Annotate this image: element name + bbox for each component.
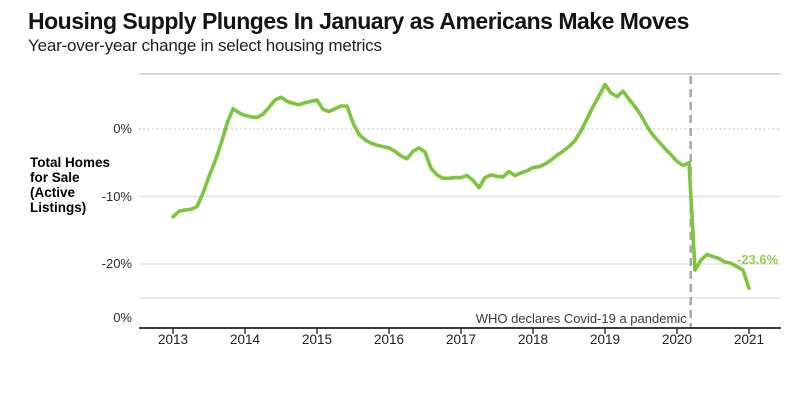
y-axis-tick-label: -10%: [101, 188, 132, 204]
pandemic-annotation: WHO declares Covid-19 a pandemic: [475, 311, 687, 326]
x-axis-tick-label: 2015: [301, 332, 333, 347]
series-label: Total Homes for Sale (Active Listings): [30, 155, 111, 215]
gridlines: [139, 128, 781, 299]
y-axis-tick-label: 0%: [113, 121, 132, 136]
y-axis-tick-label: -20%: [101, 256, 132, 271]
x-axis-tick-label: 2016: [373, 332, 405, 347]
series-line: [171, 82, 751, 291]
x-axis-tick-label: 2014: [229, 332, 261, 347]
x-axis-tick-label: 2017: [445, 332, 477, 347]
chart-subtitle: Year-over-year change in select housing …: [28, 36, 382, 55]
chart-title: Housing Supply Plunges In January as Ame…: [28, 8, 689, 34]
x-axis-tick-label: 2019: [589, 332, 621, 347]
x-axis-tick-label: 2013: [157, 332, 189, 347]
y-axis-bottom-label: 0%: [113, 310, 132, 325]
x-axis-tick-label: 2020: [661, 332, 693, 347]
x-axis-ticks: [172, 328, 750, 334]
x-axis-tick-label: 2018: [517, 332, 549, 347]
series-end-value-label: -23.6%: [737, 252, 779, 267]
x-axis-tick-label: 2021: [733, 332, 765, 347]
